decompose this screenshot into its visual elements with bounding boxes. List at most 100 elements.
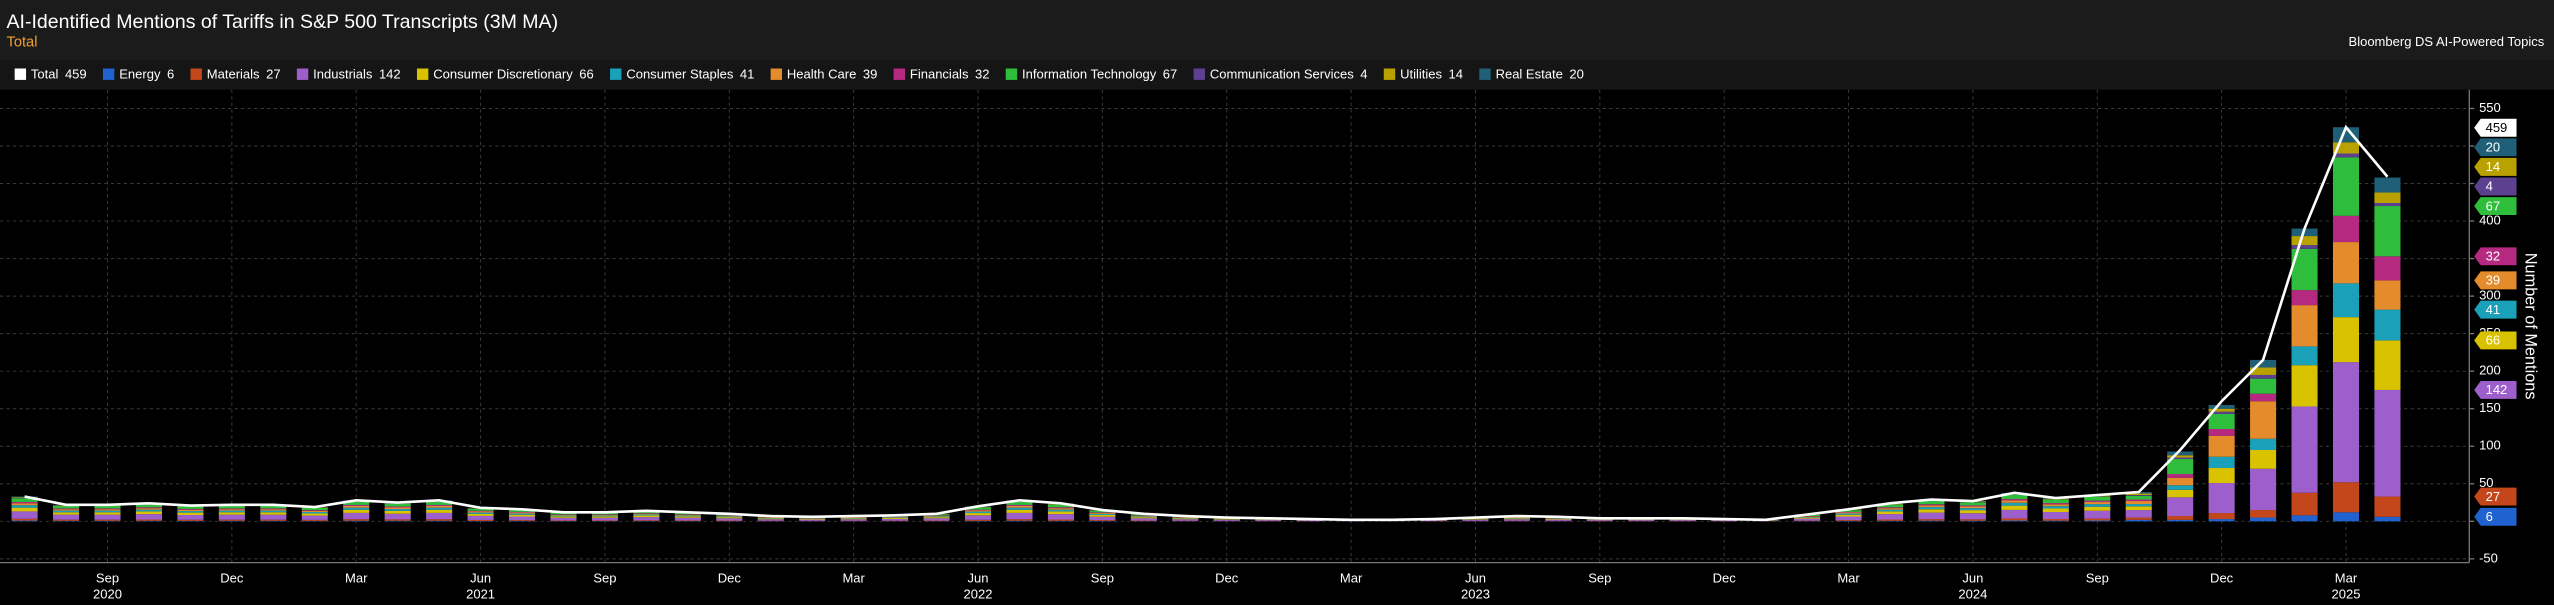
bar-segment bbox=[2084, 504, 2111, 507]
bar-segment bbox=[1794, 518, 1821, 521]
bar-segment bbox=[2250, 468, 2277, 511]
legend-label: Consumer Staples bbox=[626, 66, 733, 81]
value-tag: 66 bbox=[2486, 333, 2500, 348]
value-tag: 41 bbox=[2486, 302, 2500, 317]
bar-segment bbox=[716, 515, 743, 517]
bar-segment bbox=[2001, 505, 2028, 510]
bar-segment bbox=[2291, 305, 2318, 347]
bar-segment bbox=[591, 515, 618, 517]
bar-segment bbox=[964, 513, 992, 516]
bar-segment bbox=[2291, 236, 2318, 246]
bar-segment bbox=[1876, 504, 1904, 508]
bar-segment bbox=[2167, 516, 2194, 520]
legend-value: 39 bbox=[863, 66, 877, 81]
bar-segment bbox=[94, 520, 121, 522]
bar-segment bbox=[218, 514, 245, 520]
bar-segment bbox=[2250, 510, 2277, 518]
bar-segment bbox=[301, 512, 328, 514]
bar-segment bbox=[1047, 504, 1074, 508]
bar-segment bbox=[467, 515, 494, 520]
x-tick-label: Mar bbox=[345, 570, 368, 585]
bar-segment bbox=[923, 520, 950, 522]
bar-segment bbox=[2042, 506, 2069, 509]
bar-segment bbox=[2374, 192, 2401, 204]
bar-segment bbox=[2208, 435, 2235, 457]
bar-segment bbox=[2374, 340, 2401, 390]
bar-segment bbox=[2125, 519, 2152, 522]
bar-segment bbox=[633, 511, 660, 514]
bar-segment bbox=[716, 518, 743, 521]
bar-segment bbox=[1130, 515, 1157, 517]
bar-segment bbox=[1959, 519, 1986, 521]
bar-segment bbox=[1047, 519, 1074, 521]
legend-value: 27 bbox=[266, 66, 280, 81]
value-tag: 14 bbox=[2486, 159, 2500, 174]
bar-segment bbox=[2374, 177, 2401, 193]
bar-segment bbox=[2374, 256, 2401, 281]
bar-segment bbox=[716, 517, 743, 519]
value-tag: 39 bbox=[2486, 273, 2500, 288]
bar-segment bbox=[218, 519, 245, 521]
bar-segment bbox=[633, 515, 660, 518]
legend-value: 14 bbox=[1449, 66, 1463, 81]
bar-segment bbox=[1296, 520, 1323, 522]
legend-swatch bbox=[416, 68, 429, 80]
bar-segment bbox=[757, 518, 784, 520]
bar-segment bbox=[674, 515, 701, 517]
bar-segment bbox=[11, 503, 38, 506]
bar-segment bbox=[177, 512, 204, 516]
bar-segment bbox=[53, 512, 80, 515]
bar-segment bbox=[11, 505, 38, 508]
bar-segment bbox=[633, 520, 660, 522]
bar-segment bbox=[509, 513, 536, 515]
bar-segment bbox=[218, 512, 245, 515]
value-tag-box bbox=[2474, 507, 2517, 526]
x-year-label: 2022 bbox=[964, 587, 993, 602]
bar-segment bbox=[94, 512, 121, 515]
bar-segment bbox=[1586, 520, 1613, 522]
chart-subtitle: Total bbox=[7, 34, 38, 50]
bar-segment bbox=[2332, 242, 2360, 284]
bar-segment bbox=[2167, 497, 2194, 517]
bar-segment bbox=[1959, 513, 1986, 520]
bar-segment bbox=[2250, 378, 2277, 394]
bar-segment bbox=[1130, 517, 1157, 519]
bar-segment bbox=[94, 519, 121, 521]
legend-value: 459 bbox=[65, 66, 87, 81]
bar-segment bbox=[1503, 519, 1530, 521]
bar-segment bbox=[260, 510, 287, 513]
bar-segment bbox=[135, 514, 162, 520]
bar-segment bbox=[301, 519, 328, 521]
bar-segment bbox=[301, 513, 328, 516]
total-line bbox=[24, 124, 2389, 522]
legend-swatch bbox=[610, 68, 622, 80]
legend-swatch bbox=[14, 68, 27, 80]
bar-segment bbox=[2332, 512, 2360, 522]
bar-segment bbox=[2167, 474, 2194, 478]
bar-segment bbox=[591, 514, 618, 516]
bar-segment bbox=[2208, 456, 2235, 469]
bar-segment bbox=[2084, 496, 2111, 501]
bar-segment bbox=[1006, 519, 1033, 521]
bar-segment bbox=[2208, 411, 2235, 414]
bar-segment bbox=[1918, 519, 1945, 521]
bar-segment bbox=[1876, 507, 1904, 509]
bar-segment bbox=[94, 514, 121, 520]
bar-segment bbox=[1213, 519, 1240, 521]
bar-segment bbox=[2125, 501, 2152, 505]
bar-segment bbox=[1959, 510, 1986, 514]
bar-segment bbox=[550, 517, 577, 521]
value-tag: 20 bbox=[2486, 140, 2500, 155]
bar-segment bbox=[53, 509, 80, 511]
bar-segment bbox=[1545, 518, 1572, 520]
bar-segment bbox=[1130, 518, 1157, 521]
y-tick-label: 400 bbox=[2479, 212, 2501, 227]
x-tick-label: Jun bbox=[968, 570, 989, 585]
bar-segment bbox=[1130, 516, 1157, 518]
bar-segment bbox=[2084, 518, 2111, 521]
bar-segment bbox=[2208, 428, 2235, 436]
bar-segment bbox=[11, 501, 38, 504]
x-year-label: 2025 bbox=[2332, 587, 2361, 602]
bar-segment bbox=[1959, 502, 1986, 506]
bar-segment bbox=[2250, 450, 2277, 469]
